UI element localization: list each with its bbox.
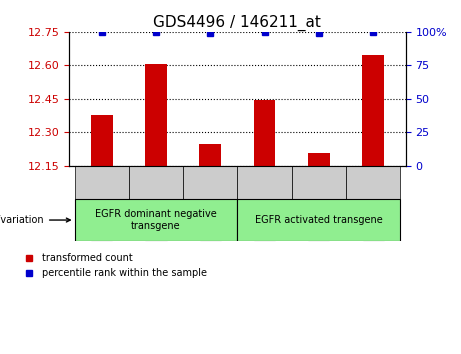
FancyBboxPatch shape [75, 166, 129, 199]
Text: EGFR dominant negative
transgene: EGFR dominant negative transgene [95, 209, 217, 231]
Text: EGFR activated transgene: EGFR activated transgene [255, 215, 383, 225]
FancyBboxPatch shape [237, 199, 400, 241]
Bar [308, 153, 330, 166]
Text: percentile rank within the sample: percentile rank within the sample [42, 268, 207, 278]
FancyBboxPatch shape [129, 166, 183, 199]
FancyBboxPatch shape [292, 166, 346, 199]
FancyBboxPatch shape [75, 199, 237, 241]
Title: GDS4496 / 146211_at: GDS4496 / 146211_at [154, 14, 321, 30]
Text: genotype/variation: genotype/variation [0, 215, 70, 225]
Bar [91, 115, 112, 166]
FancyBboxPatch shape [183, 166, 237, 199]
Bar [200, 144, 221, 166]
Text: transformed count: transformed count [42, 253, 133, 263]
Bar [254, 100, 275, 166]
FancyBboxPatch shape [237, 166, 292, 199]
FancyBboxPatch shape [346, 166, 400, 199]
Bar [362, 55, 384, 166]
Bar [145, 64, 167, 166]
